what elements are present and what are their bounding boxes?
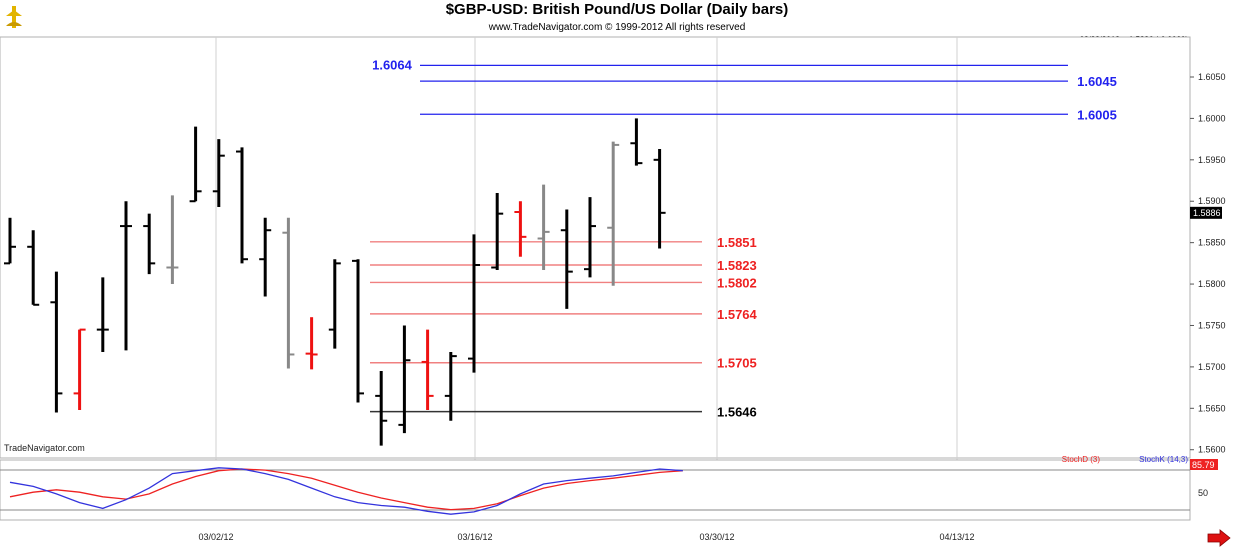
ohlc-bar [607,141,620,286]
ohlc-bar [212,139,225,208]
ohlc-bar [653,149,666,249]
price-panel: 1.6064 1.6045 1.6005 1.5851 1.5823 1.5802 1.57… [0,36,1226,520]
price-tick-label: 1.5900 [1198,196,1226,206]
support-label: 1.5764 [717,307,758,322]
ohlc-bar [491,192,504,270]
ohlc-bar [537,184,550,270]
ohlc-bar [398,325,411,434]
stoch-current-value: 85.79 [1192,460,1215,470]
stochastic-lines [9,467,683,515]
price-axis: 1.6050 1.6000 1.5950 1.5900 1.5850 1.5800 1.57… [1190,72,1226,455]
ohlc-bar [305,317,318,370]
ohlc-bar [468,234,480,373]
ohlc-bar [73,328,86,410]
ohlc-bar [584,197,596,278]
price-tick-label: 1.5650 [1198,403,1226,413]
date-tick-label: 03/30/12 [699,532,734,542]
ohlc-bar [375,371,388,446]
stoch-current-value-box [1190,459,1218,470]
watermark: TradeNavigator.com [4,443,85,453]
price-tick-label: 1.5700 [1198,362,1226,372]
fib-level-labels: 1.6064 1.6045 1.6005 1.5851 1.5823 1.5802 1.57… [372,57,1117,419]
stoch-series-line [9,468,683,511]
ohlc-bar [328,259,341,349]
ohlc-bar [352,259,364,403]
price-tick-label: 1.6050 [1198,72,1226,82]
ohlc-bar [444,351,457,421]
support-label: 1.5705 [717,356,757,371]
date-axis: 03/02/12 03/16/12 03/30/12 04/13/12 [198,532,974,542]
ohlc-bar [96,277,109,352]
ohlc-bar [560,209,573,309]
price-tick-label: 1.5850 [1198,238,1226,248]
ohlc-bar [282,217,295,369]
ohlc-bar [27,230,40,306]
logo-icon[interactable] [6,6,22,28]
last-price-box [1190,206,1222,219]
stoch-y-tick: 50 [1198,488,1208,498]
ohlc-bar [421,329,434,410]
resistance-label: 1.6064 [372,57,413,72]
support-label: 1.5802 [717,275,757,290]
ohlc-bars [4,118,666,446]
date-tick-label: 03/16/12 [457,532,492,542]
scroll-right-arrow-icon[interactable] [1207,529,1231,547]
support-label: 1.5851 [717,235,757,250]
chart-title: $GBP-USD: British Pound/US Dollar (Daily… [446,1,789,18]
stochastic-panel: StochD (3) StochK (14,3) 50 85.79 [0,455,1218,521]
price-tick-label: 1.6000 [1198,113,1226,123]
support-label: 1.5646 [717,405,757,420]
resistance-label: 1.6005 [1077,107,1117,122]
price-tick-label: 1.5950 [1198,155,1226,165]
ohlc-bar [259,217,272,297]
copyright-subtitle: www.TradeNavigator.com © 1999-2012 All r… [488,22,746,33]
support-label: 1.5823 [717,258,757,273]
ohlc-bar [50,271,63,413]
price-tick-label: 1.5800 [1198,279,1226,289]
ohlc-bar [236,147,248,264]
ohlc-bar [143,213,156,275]
price-tick-label: 1.5600 [1198,445,1226,455]
ohlc-bar [120,201,132,351]
ohlc-bar [4,217,16,265]
legend-stochk: StochK (14,3) [1139,455,1188,464]
ohlc-bar [189,126,202,203]
date-tick-label: 03/02/12 [198,532,233,542]
ohlc-bar [166,195,179,285]
legend-stochd: StochD (3) [1062,455,1101,464]
ohlc-bar [514,201,527,257]
resistance-label: 1.6045 [1077,74,1117,89]
ohlc-bar [630,118,643,166]
stoch-series-line [9,467,683,515]
date-tick-label: 04/13/12 [939,532,974,542]
price-tick-label: 1.5750 [1198,320,1226,330]
fib-level-lines [370,64,1068,413]
last-price-label: 1.5886 [1193,208,1221,218]
